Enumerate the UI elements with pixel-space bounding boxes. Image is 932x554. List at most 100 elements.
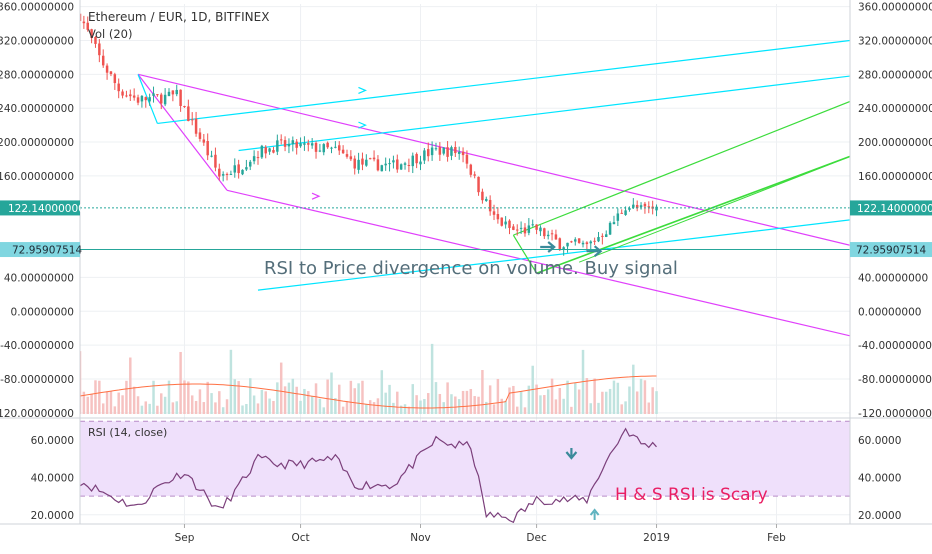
cyan-mid-trend — [238, 75, 850, 152]
price-tick-right: 200.00000000 — [858, 137, 932, 149]
volume-bar — [90, 393, 93, 414]
volume-ma-line — [80, 375, 657, 409]
candle-body — [423, 150, 426, 161]
volume-bar — [105, 391, 109, 414]
volume-bar — [647, 402, 651, 414]
candle-body — [187, 106, 190, 122]
divergence-annotation[interactable]: RSI to Price divergence on volume. Buy s… — [264, 258, 678, 279]
candle-body — [558, 238, 562, 250]
volume-bar — [368, 400, 372, 414]
rsi-line — [80, 427, 657, 523]
candle-body — [438, 147, 442, 155]
volume-bar — [353, 388, 356, 414]
candle-body — [620, 212, 623, 214]
volume-bar — [608, 388, 612, 414]
volume-bar — [295, 386, 298, 414]
candle-body — [628, 208, 631, 210]
volume-bar — [612, 380, 616, 414]
pitchfork-upper-tine — [513, 100, 850, 236]
volume-bar — [245, 403, 248, 414]
candle-body — [434, 148, 438, 150]
volume-bar — [427, 393, 430, 414]
candle-body — [380, 165, 384, 172]
rsi-pane-content — [80, 427, 657, 523]
candle-body — [113, 74, 117, 84]
volume-bar — [218, 391, 221, 414]
candle-body — [94, 36, 97, 44]
volume-bar — [279, 362, 283, 414]
candle-body — [457, 151, 461, 154]
candle-body — [299, 143, 302, 147]
volume-bar — [585, 378, 589, 414]
volume-bar — [121, 395, 124, 414]
rsi-axis[interactable]: 60.0000 60.0000 40.0000 40.0000 20.0000 20.00… — [31, 435, 902, 522]
right-price-axis[interactable]: 360.00000000 320.00000000 280.00000000 240.… — [858, 2, 932, 420]
left-price-axis[interactable]: 360.00000000 320.00000000 280.00000000 240.… — [0, 2, 74, 420]
volume-bar — [314, 383, 318, 414]
volume-bar — [380, 370, 384, 414]
time-axis[interactable]: Sep Oct Nov Dec 2019 Feb — [175, 524, 787, 544]
candle-body — [477, 176, 480, 193]
volume-bar — [299, 400, 302, 414]
current-price-label-left: 122.14000000 — [8, 203, 85, 215]
candle-body — [539, 227, 542, 232]
candle-body — [411, 155, 415, 167]
volume-bar — [388, 384, 391, 414]
candle-body — [500, 217, 503, 226]
volume-bar — [136, 396, 140, 414]
volume-bar — [171, 402, 175, 414]
volume-bar — [593, 378, 596, 414]
volume-bar — [396, 391, 399, 414]
trend-arrowhead — [358, 121, 367, 129]
volume-bar — [94, 380, 97, 414]
candle-body — [616, 213, 620, 221]
volume-bar — [82, 391, 86, 414]
pitchfork-lower-tine — [536, 155, 850, 274]
volume-bar — [206, 381, 209, 414]
candle-body — [156, 94, 159, 96]
candle-body — [515, 229, 519, 231]
rsi-label: RSI (14, close) — [88, 426, 167, 439]
price-tick-left: 0.00000000 — [11, 306, 74, 318]
time-tick-label: Nov — [410, 532, 431, 544]
candle-body — [585, 242, 589, 245]
price-tick-right: 40.00000000 — [858, 272, 928, 284]
volume-bar — [399, 405, 403, 414]
candle-body — [496, 214, 500, 220]
volume-bar — [341, 406, 345, 414]
rsi-scary-annotation[interactable]: H & S RSI is Scary — [615, 485, 768, 505]
volume-bar — [307, 391, 310, 414]
candle-body — [361, 158, 364, 165]
price-tick-left: 200.00000000 — [0, 137, 74, 149]
candle-body — [167, 91, 171, 97]
price-tick-right: 240.00000000 — [858, 103, 932, 115]
pitchfork-median — [578, 155, 850, 263]
volume-bar — [577, 389, 581, 414]
candle-body — [175, 89, 178, 95]
volume-bar — [101, 403, 105, 414]
volume-bar — [481, 370, 484, 414]
candle-body — [415, 153, 418, 164]
candle-body — [388, 163, 391, 165]
candle-body — [473, 174, 476, 176]
trend-drawings — [137, 39, 850, 337]
volume-bar — [156, 405, 159, 414]
candle-body — [349, 156, 353, 160]
main-pane[interactable] — [80, 4, 850, 416]
volume-bar — [450, 394, 453, 414]
volume-bar — [183, 380, 186, 414]
candle-body — [276, 140, 279, 152]
candle-body — [272, 150, 275, 153]
candle-body — [368, 158, 372, 160]
price-candles — [80, 11, 658, 256]
volume-bar — [539, 395, 542, 414]
candle-body — [601, 235, 604, 237]
candle-body — [160, 94, 163, 104]
volume-bar — [454, 396, 457, 414]
candle-body — [171, 90, 175, 95]
volume-bar — [264, 391, 267, 414]
candle-body — [268, 148, 271, 152]
candle-body — [334, 146, 337, 148]
